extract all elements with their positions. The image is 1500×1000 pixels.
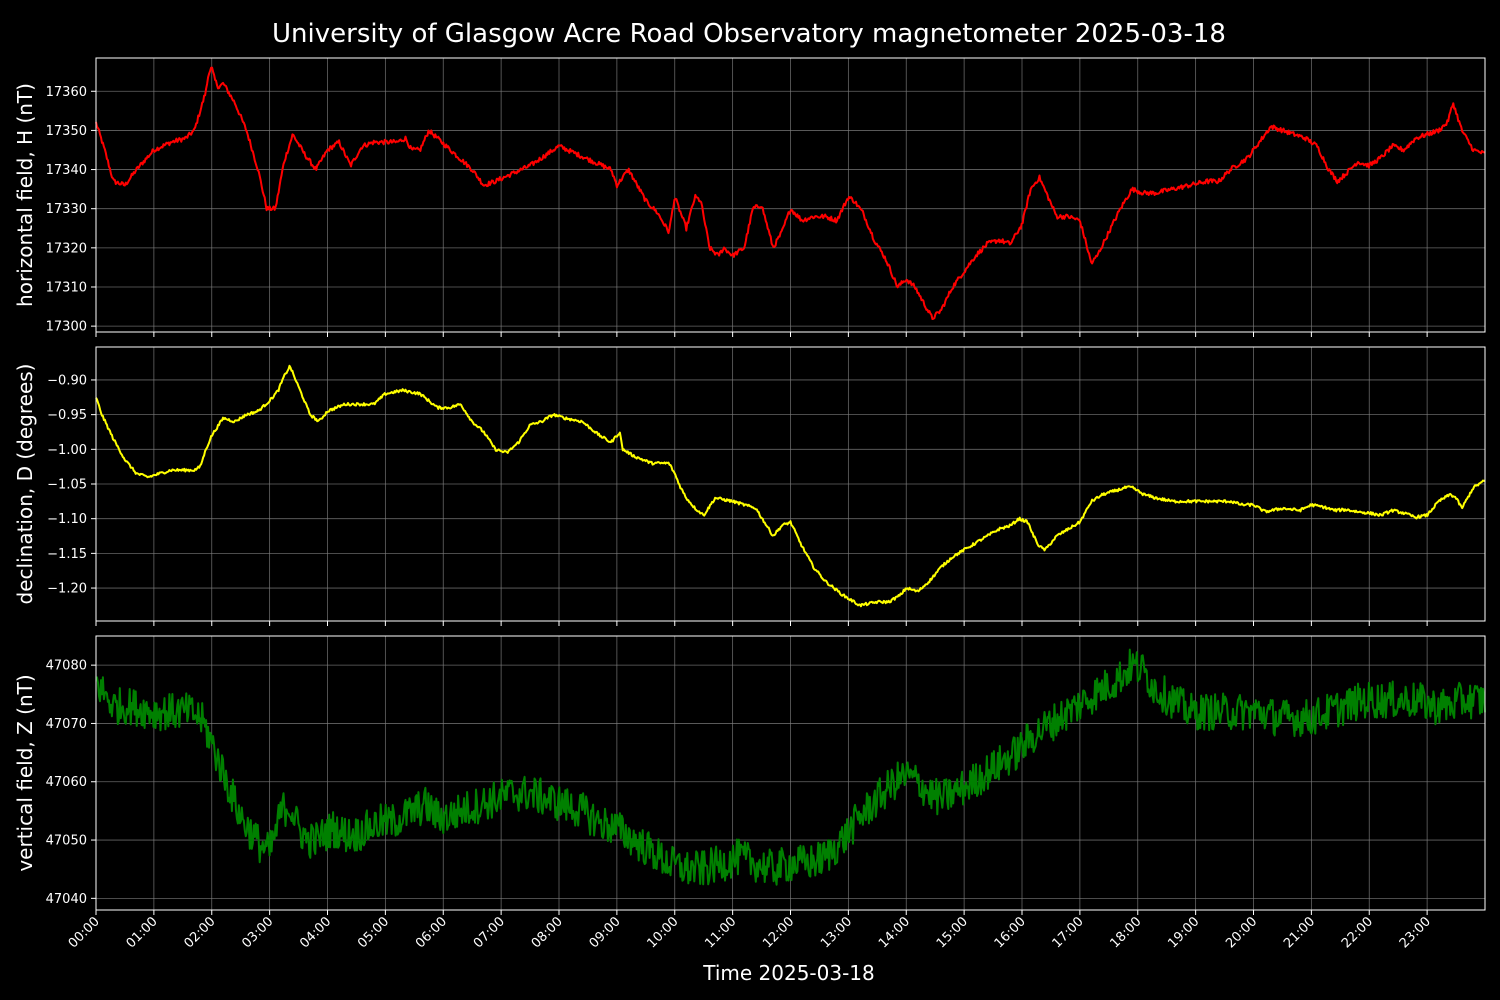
x-tick-label: 19:00	[1165, 914, 1202, 951]
y-tick-label: 17360	[46, 85, 87, 100]
y-tick-label: 17310	[46, 280, 87, 295]
y-axis-label: declination, D (degrees)	[13, 364, 37, 605]
figure-title: University of Glasgow Acre Road Observat…	[272, 19, 1226, 49]
panel-frame	[95, 635, 1486, 911]
x-tick-label: 05:00	[355, 914, 392, 951]
x-tick-label: 12:00	[760, 914, 797, 951]
x-tick-label: 21:00	[1281, 914, 1318, 951]
panel-2: −1.20 −1.15 −1.10 −1.05 −1.00 −0.95 −0.90 decli…	[13, 346, 1486, 626]
x-tick-label: 03:00	[239, 914, 276, 951]
y-tick-label: −1.05	[47, 478, 87, 493]
panel-frame	[95, 57, 1486, 333]
panels-group: 17300 17310 17320 17330 17340 17350 17360 horiz…	[13, 57, 1486, 951]
x-tick-label: 02:00	[181, 914, 218, 951]
panel-3: 47040 47050 47060 47070 47080 vertical field,…	[13, 635, 1486, 915]
x-tick-label: 22:00	[1339, 914, 1376, 951]
x-tick-label: 23:00	[1397, 914, 1434, 951]
series-line	[95, 364, 1486, 608]
y-tick-label: −1.10	[47, 512, 87, 527]
y-tick-label: 47050	[46, 834, 87, 849]
y-tick-label: 47080	[46, 659, 87, 674]
y-tick-label: −0.95	[47, 408, 87, 423]
y-tick-label: 47070	[46, 717, 87, 732]
y-tick-label: 47040	[46, 892, 87, 907]
y-tick-label: 47060	[46, 775, 87, 790]
x-tick-label: 16:00	[992, 914, 1029, 951]
y-tick-label: −0.90	[47, 373, 87, 388]
y-tick-label: 17340	[46, 163, 87, 178]
x-axis-label: Time 2025-03-18	[702, 961, 875, 985]
x-tick-label: 01:00	[124, 914, 161, 951]
x-tick-label: 10:00	[644, 914, 681, 951]
panel-frame	[95, 346, 1486, 622]
x-tick-label: 15:00	[934, 914, 971, 951]
y-axis-label: vertical field, Z (nT)	[13, 674, 37, 871]
x-tick-label: 18:00	[1107, 914, 1144, 951]
x-tick-label: 20:00	[1223, 914, 1260, 951]
y-tick-label: −1.20	[47, 582, 87, 597]
y-tick-label: 17320	[46, 241, 87, 256]
x-tick-label: 09:00	[587, 914, 624, 951]
y-tick-label: 17300	[46, 320, 87, 335]
x-tick-label: 08:00	[529, 914, 566, 951]
y-tick-label: 17330	[46, 202, 87, 217]
series-line	[95, 648, 1486, 886]
x-tick-label: 00:00	[66, 914, 103, 951]
x-tick-label: 06:00	[413, 914, 450, 951]
y-tick-label: 17350	[46, 124, 87, 139]
x-tick-label: 13:00	[818, 914, 855, 951]
y-axis-label: horizontal field, H (nT)	[13, 83, 37, 307]
series-line	[95, 66, 1486, 320]
x-tick-label: 11:00	[702, 914, 739, 951]
y-tick-label: −1.15	[47, 547, 87, 562]
panel-1: 17300 17310 17320 17330 17340 17350 17360 horiz…	[13, 57, 1486, 337]
x-tick-label: 17:00	[1050, 914, 1087, 951]
x-tick-label: 04:00	[297, 914, 334, 951]
y-tick-label: −1.00	[47, 443, 87, 458]
x-tick-label: 14:00	[876, 914, 913, 951]
x-tick-label: 07:00	[471, 914, 508, 951]
